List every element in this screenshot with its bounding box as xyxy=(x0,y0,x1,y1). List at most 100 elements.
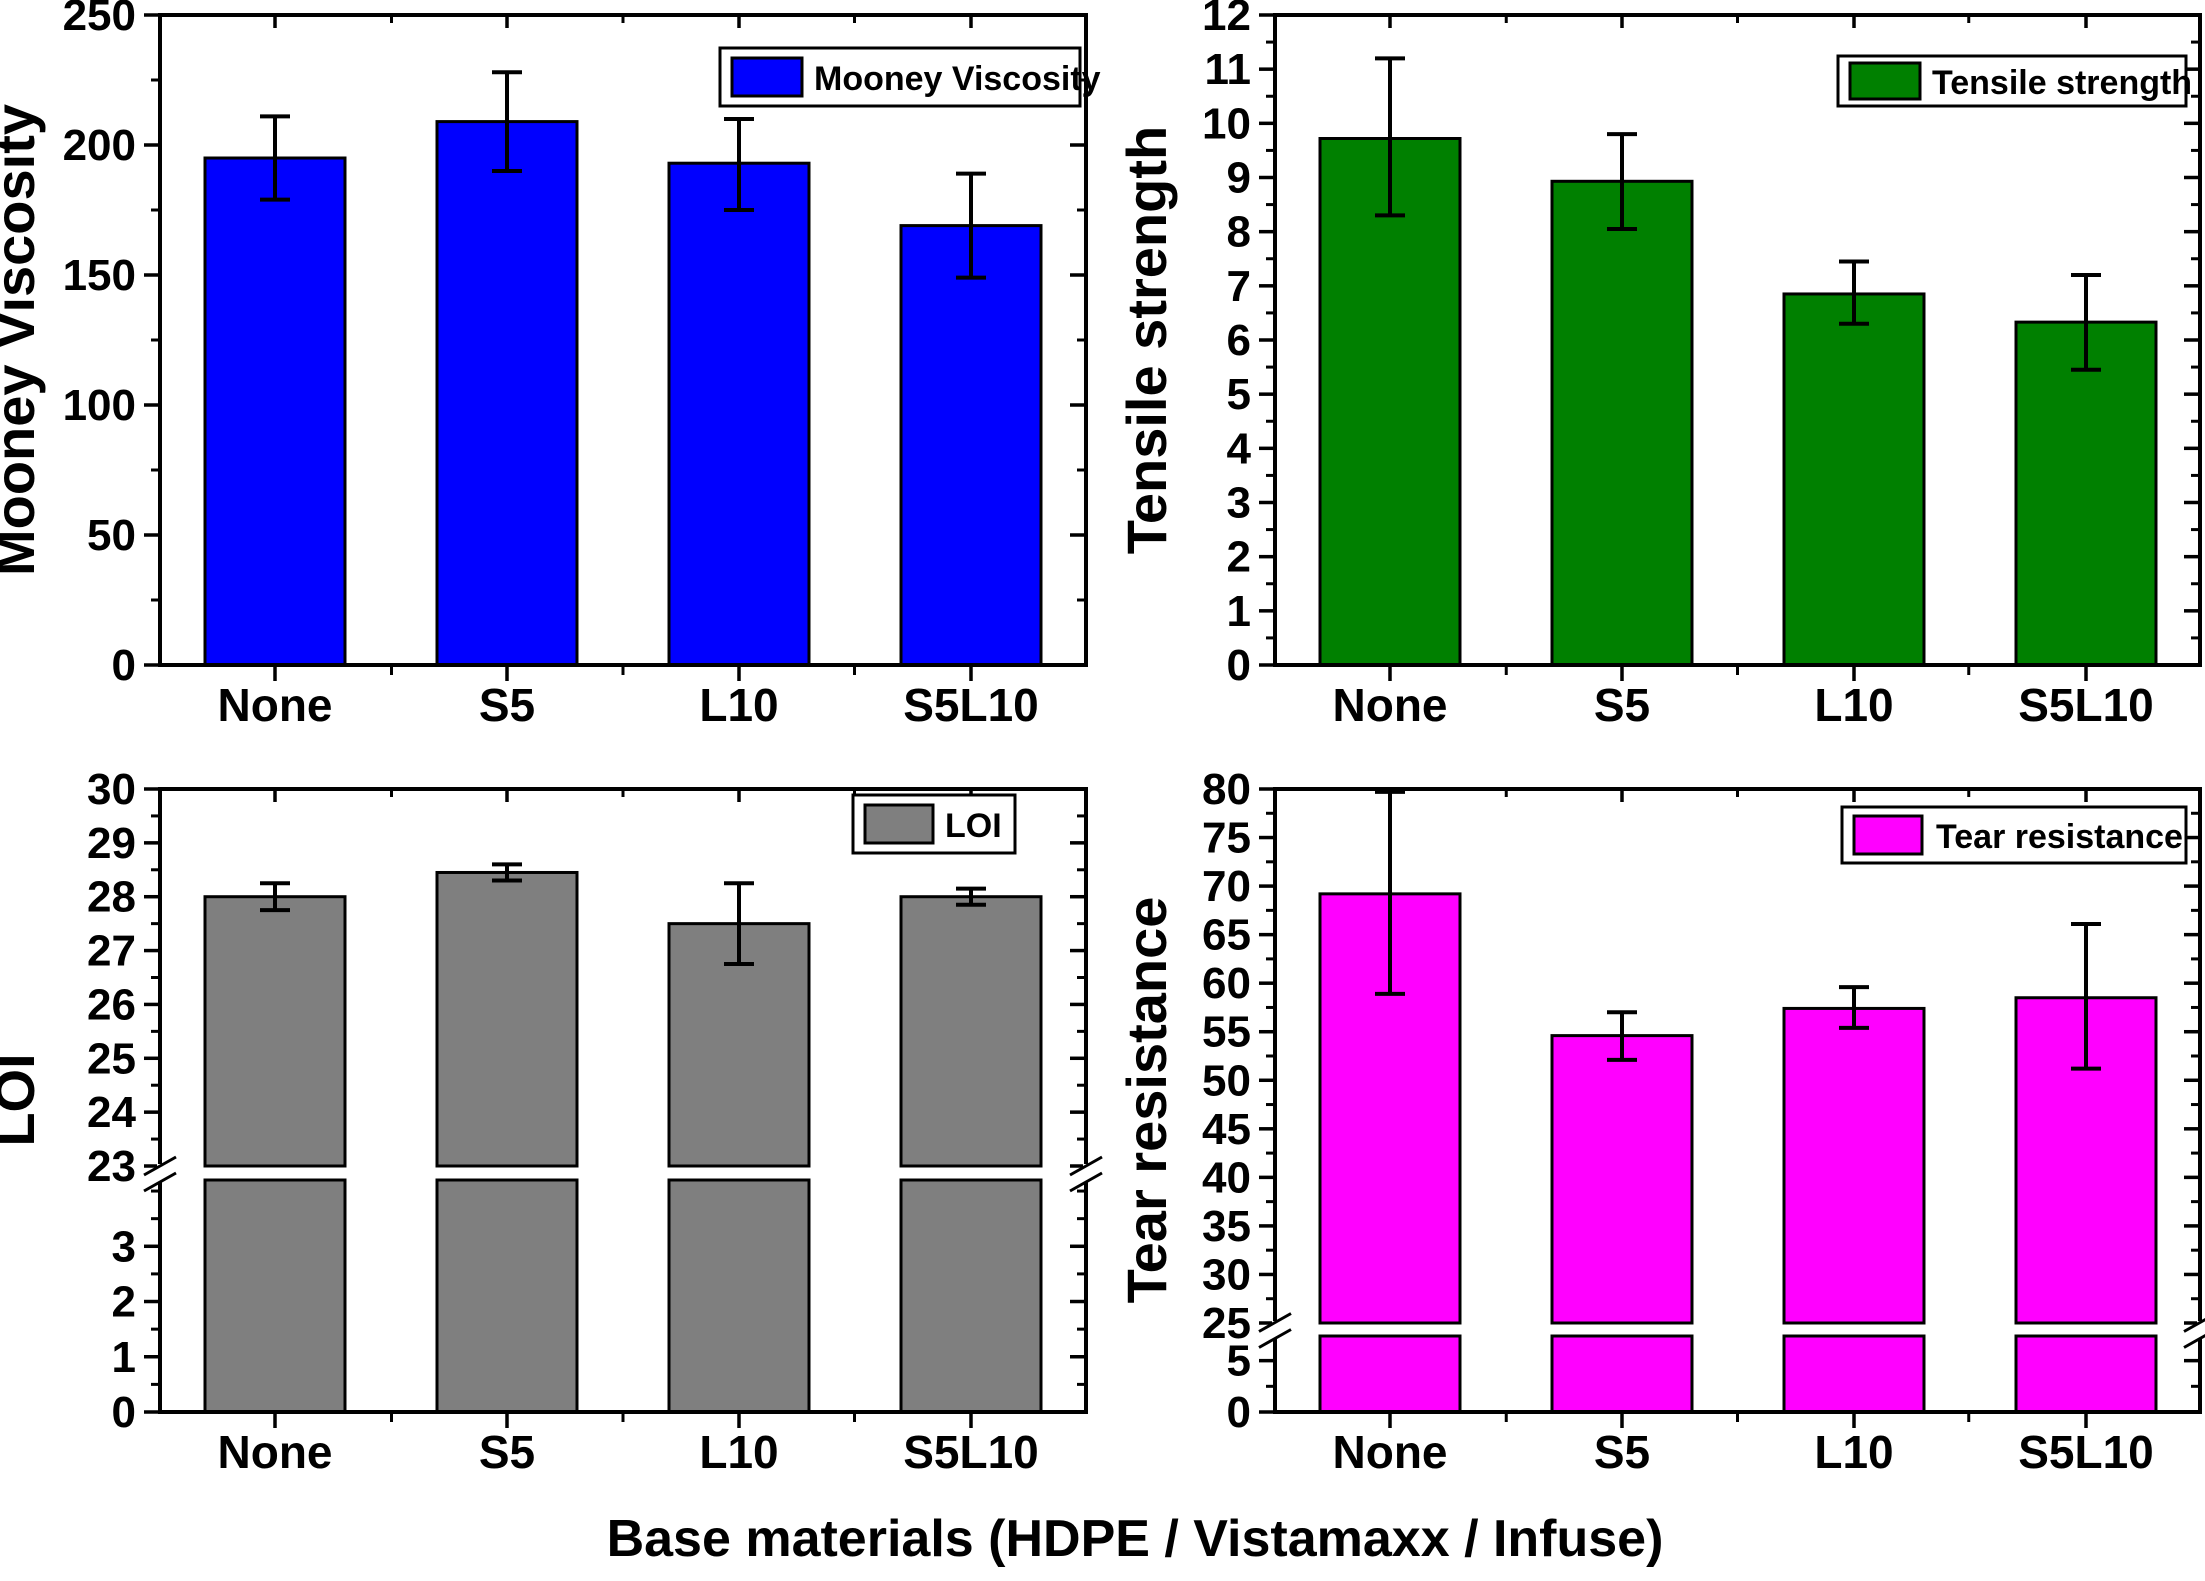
legend-swatch xyxy=(1848,61,1922,101)
x-category-label: L10 xyxy=(1814,1426,1893,1478)
bar-S5 xyxy=(1550,179,1694,667)
y-tick-label: 27 xyxy=(87,927,136,976)
bar-S5-lower xyxy=(1550,1334,1694,1414)
y-tick-label: 250 xyxy=(63,0,136,40)
y-tick-label: 3 xyxy=(112,1222,136,1271)
y-tick-label: 26 xyxy=(87,980,136,1029)
legend-tensile: Tensile strength xyxy=(1836,54,2192,108)
bar-None-upper xyxy=(203,895,347,1168)
bar-S5L10-lower xyxy=(899,1178,1043,1414)
y-tick-label: 1 xyxy=(112,1333,136,1382)
y-tick-label: 7 xyxy=(1227,262,1251,311)
legend-tear: Tear resistance xyxy=(1840,805,2188,865)
bar-L10-lower xyxy=(1782,1334,1926,1414)
x-category-label: L10 xyxy=(699,679,778,731)
axis-break-slash xyxy=(1069,1171,1103,1193)
x-category-label: None xyxy=(218,679,333,731)
axis-break-slash xyxy=(2183,1317,2205,1333)
y-tick-label: 150 xyxy=(63,251,136,300)
y-tick-label: 80 xyxy=(1202,765,1251,814)
y-tick-label: 55 xyxy=(1202,1008,1251,1057)
legend-swatch xyxy=(863,803,935,845)
legend-swatch xyxy=(730,56,804,98)
axis-break-slash xyxy=(143,1155,177,1177)
legend-loi: LOI xyxy=(851,793,1017,855)
axis-break-slash xyxy=(1069,1155,1103,1177)
y-tick-label: 25 xyxy=(1202,1299,1251,1348)
bar-S5L10 xyxy=(2014,320,2158,667)
y-tick-label: 40 xyxy=(1202,1153,1251,1202)
x-category-label: S5L10 xyxy=(2018,679,2154,731)
bar-None xyxy=(203,156,347,667)
axis-break-slash xyxy=(2183,1333,2205,1349)
legend-swatch xyxy=(1852,814,1924,856)
x-category-label: L10 xyxy=(699,1426,778,1478)
y-tick-label: 8 xyxy=(1227,208,1251,257)
legend-label: Mooney Viscosity xyxy=(814,60,1101,98)
y-tick-label: 50 xyxy=(87,511,136,560)
y-axis-title-mooney: Mooney Viscosity xyxy=(0,104,46,576)
y-tick-label: 6 xyxy=(1227,316,1251,365)
y-tick-label: 70 xyxy=(1202,862,1251,911)
legend-label: LOI xyxy=(945,807,1002,845)
bar-S5-upper xyxy=(435,870,579,1168)
bar-None xyxy=(1318,137,1462,667)
x-category-label: S5L10 xyxy=(903,1426,1039,1478)
y-tick-label: 0 xyxy=(112,1388,136,1437)
x-category-label: None xyxy=(1333,1426,1448,1478)
x-category-label: S5 xyxy=(1594,679,1650,731)
y-tick-label: 30 xyxy=(1202,1250,1251,1299)
legend-label: Tear resistance xyxy=(1936,818,2183,856)
y-tick-label: 1 xyxy=(1227,587,1251,636)
y-tick-label: 0 xyxy=(112,641,136,690)
bar-None-lower xyxy=(1318,1334,1462,1414)
axis-break-gap xyxy=(1083,1164,1089,1182)
x-category-label: S5L10 xyxy=(2018,1426,2154,1478)
y-tick-label: 5 xyxy=(1227,370,1251,419)
y-tick-label: 200 xyxy=(63,121,136,170)
y-tick-label: 10 xyxy=(1202,99,1251,148)
y-axis-title-tensile: Tensile strength xyxy=(1115,126,1178,554)
axis-break-slash xyxy=(1258,1312,1292,1333)
y-tick-label: 75 xyxy=(1202,814,1251,863)
y-tick-label: 0 xyxy=(1227,641,1251,690)
x-category-label: None xyxy=(1333,679,1448,731)
x-category-label: S5L10 xyxy=(903,679,1039,731)
legend-label: Tensile strength xyxy=(1932,64,2192,102)
bar-S5-upper xyxy=(1550,1034,1694,1325)
bar-L10 xyxy=(1782,292,1926,667)
y-tick-label: 100 xyxy=(63,381,136,430)
axis-break-gap xyxy=(2197,1321,2203,1338)
y-tick-label: 0 xyxy=(1227,1388,1251,1437)
x-category-label: None xyxy=(218,1426,333,1478)
x-category-label: S5 xyxy=(1594,1426,1650,1478)
bar-S5 xyxy=(435,120,579,667)
y-tick-label: 4 xyxy=(1227,424,1252,473)
y-tick-label: 5 xyxy=(1227,1337,1251,1386)
y-tick-label: 29 xyxy=(87,819,136,868)
y-tick-label: 9 xyxy=(1227,154,1251,203)
y-tick-label: 2 xyxy=(1227,533,1251,582)
y-tick-label: 23 xyxy=(87,1142,136,1191)
x-category-label: S5 xyxy=(479,679,535,731)
y-tick-label: 25 xyxy=(87,1034,136,1083)
bar-S5L10-upper xyxy=(899,895,1043,1168)
y-tick-label: 24 xyxy=(87,1088,136,1137)
legend-mooney: Mooney Viscosity xyxy=(718,46,1101,108)
y-axis-title-loi: LOI xyxy=(0,1053,46,1146)
axis-break-gap xyxy=(1272,1321,1278,1338)
y-axis-title-tear: Tear resistance xyxy=(1115,897,1178,1304)
y-tick-label: 50 xyxy=(1202,1056,1251,1105)
y-tick-label: 35 xyxy=(1202,1202,1251,1251)
bar-S5L10 xyxy=(899,224,1043,667)
x-category-label: S5 xyxy=(479,1426,535,1478)
y-tick-label: 45 xyxy=(1202,1105,1251,1154)
y-tick-label: 12 xyxy=(1202,0,1251,40)
